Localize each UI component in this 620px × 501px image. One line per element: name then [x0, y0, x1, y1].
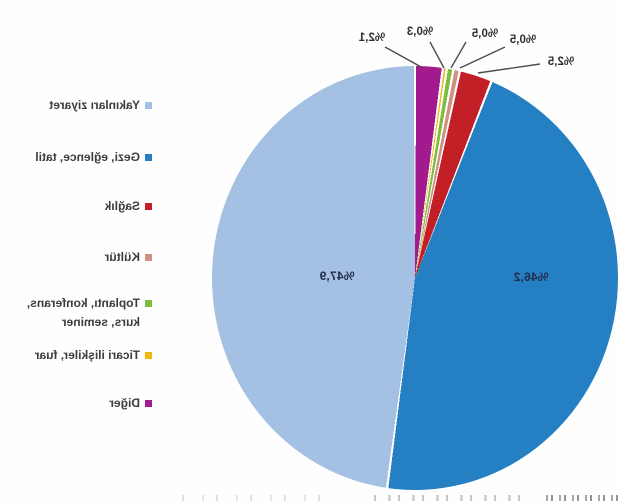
- legend-label-line1: Toplantı, konferans,: [26, 296, 140, 310]
- legend-label: Yakınları ziyaret: [49, 98, 140, 112]
- truncated-caption-fragment: [370, 495, 520, 501]
- legend-marker-toplanti-konferans-icon: [145, 300, 152, 307]
- truncated-caption-fragment: [540, 495, 618, 501]
- legend-marker-diger-icon: [145, 400, 152, 407]
- legend-label: Toplantı, konferans, kurs, seminer: [27, 294, 140, 332]
- legend-item-gezi-eglence-tatil: Gezi, eğlence, tatil: [35, 148, 152, 167]
- legend-item-yakinlari-ziyaret: Yakınları ziyaret: [49, 96, 152, 115]
- legend-marker-saglik-icon: [145, 203, 152, 210]
- legend-item-diger: Diğer: [109, 394, 152, 413]
- legend-marker-kultur-icon: [145, 254, 152, 261]
- legend-item-ticari-iliskiler: Ticari ilişkiler, fuar: [35, 346, 152, 365]
- legend-marker-gezi-eglence-tatil-icon: [145, 154, 152, 161]
- legend-marker-yakinlari-ziyaret-icon: [145, 102, 152, 109]
- legend-item-saglik: Sağlık: [105, 197, 152, 216]
- legend-label: Sağlık: [104, 199, 140, 213]
- legend-item-toplanti-konferans: Toplantı, konferans, kurs, seminer: [27, 294, 152, 332]
- truncated-caption-fragment: [180, 495, 320, 501]
- legend-label: Kültür: [104, 250, 140, 264]
- legend-label: Ticari ilişkiler, fuar: [34, 348, 140, 362]
- legend-marker-ticari-iliskiler-icon: [145, 352, 152, 359]
- legend-label: Gezi, eğlence, tatil: [35, 150, 140, 164]
- legend-item-kultur: Kültür: [105, 248, 152, 267]
- legend-label: Diğer: [109, 396, 140, 410]
- legend-label-line2: kurs, seminer: [61, 315, 140, 329]
